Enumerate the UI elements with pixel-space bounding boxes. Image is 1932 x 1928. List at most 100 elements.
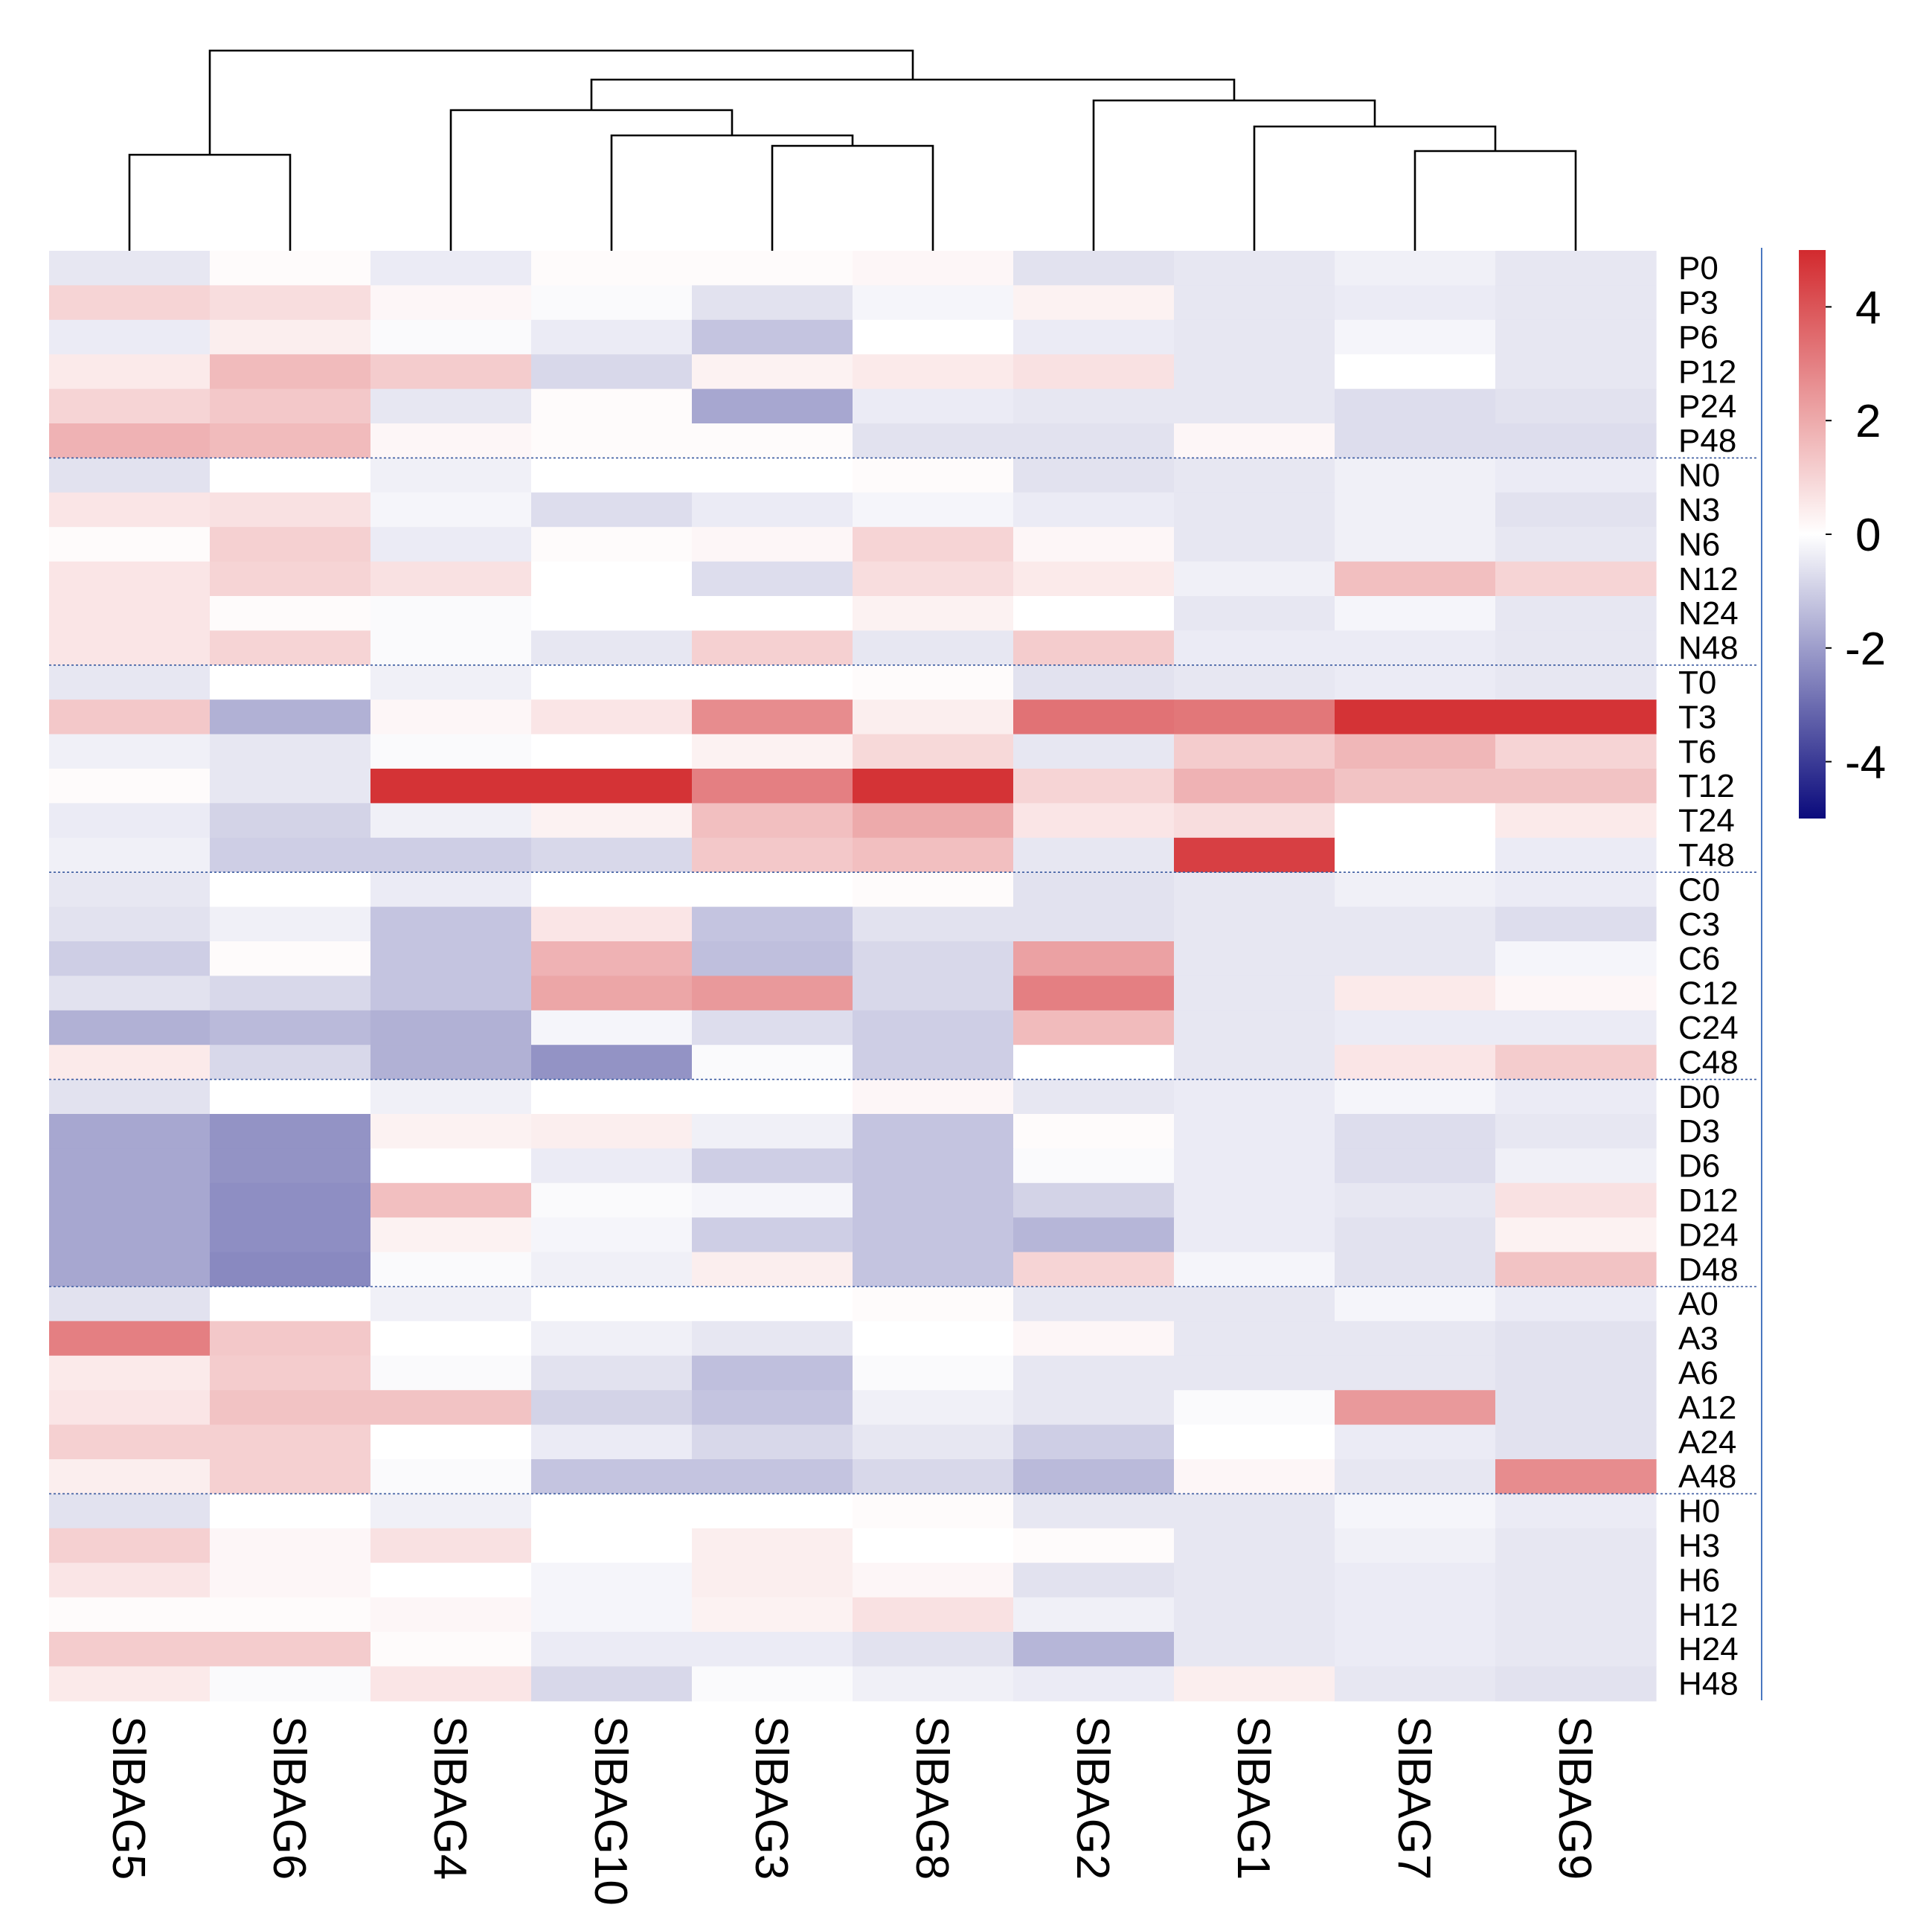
heatmap-cell (1013, 1287, 1175, 1322)
heatmap-cell (692, 1597, 853, 1633)
heatmap-cell (210, 699, 371, 735)
heatmap-cell (1013, 630, 1175, 666)
heatmap-cell (1013, 1045, 1175, 1080)
heatmap-cell (210, 1287, 371, 1322)
heatmap-cell (531, 251, 693, 286)
heatmap-cell (1174, 1079, 1335, 1115)
heatmap-cell (370, 872, 532, 908)
column-label: SlBAG8 (906, 1716, 957, 1880)
heatmap-cell (210, 769, 371, 804)
heatmap-cell (370, 1390, 532, 1426)
heatmap-cell (531, 354, 693, 390)
heatmap-cell (370, 1459, 532, 1494)
heatmap-cell (692, 1079, 853, 1115)
row-label: D6 (1678, 1148, 1720, 1185)
heatmap-cell (1174, 1217, 1335, 1253)
heatmap-cell (49, 1010, 211, 1045)
heatmap-cell (49, 285, 211, 321)
heatmap-cell (1174, 803, 1335, 839)
heatmap-cell (853, 664, 1014, 700)
heatmap-cell (210, 561, 371, 597)
heatmap-cell (692, 1252, 853, 1287)
heatmap-cell (1335, 1666, 1496, 1702)
row-label: C24 (1678, 1010, 1739, 1046)
dendrogram-branch (610, 134, 854, 251)
heatmap-cell (692, 285, 853, 321)
heatmap-cell (853, 251, 1014, 286)
heatmap-cell (692, 1632, 853, 1667)
heatmap-cell (531, 1045, 693, 1080)
heatmap-cell (1013, 527, 1175, 563)
heatmap-cell (1495, 492, 1657, 528)
heatmap-cell (692, 803, 853, 839)
heatmap-cell (1495, 319, 1657, 355)
heatmap-cell (49, 872, 211, 908)
heatmap-cell (531, 1424, 693, 1460)
heatmap-cell (1013, 285, 1175, 321)
heatmap-cell (49, 1114, 211, 1149)
heatmap-cell (1174, 1528, 1335, 1563)
row-label: H12 (1678, 1597, 1739, 1633)
heatmap-cell (49, 1493, 211, 1529)
heatmap-cell (531, 1217, 693, 1253)
heatmap-cell (692, 527, 853, 563)
row-label: P12 (1678, 353, 1736, 390)
row-label: A24 (1678, 1424, 1736, 1461)
heatmap-cell (1013, 1079, 1175, 1115)
heatmap-cell (49, 1321, 211, 1357)
heatmap-cell (853, 1045, 1014, 1080)
heatmap-cell (1174, 285, 1335, 321)
heatmap-cell (210, 941, 371, 976)
heatmap-cell (853, 803, 1014, 839)
heatmap-cell (531, 630, 693, 666)
heatmap-cell (692, 319, 853, 355)
heatmap-cell (1174, 837, 1335, 873)
heatmap-cell (370, 251, 532, 286)
heatmap-cell (1013, 1528, 1175, 1563)
heatmap-cell (1495, 1355, 1657, 1391)
colorbar-tick-label: 2 (1855, 396, 1881, 447)
heatmap-cell (692, 388, 853, 424)
heatmap-cell (370, 1493, 532, 1529)
heatmap-cell (531, 319, 693, 355)
heatmap-cell (531, 1563, 693, 1598)
heatmap-cell (370, 734, 532, 769)
heatmap-cell (370, 1079, 532, 1115)
heatmap-cell (210, 1321, 371, 1357)
heatmap-cell (210, 285, 371, 321)
heatmap-cell (210, 734, 371, 769)
heatmap-cell (692, 1528, 853, 1563)
row-labels: P0P3P6P12P24P48N0N3N6N12N24N48T0T3T6T12T… (1678, 250, 1739, 1702)
heatmap-cell (853, 1114, 1014, 1149)
heatmap-cell (1335, 596, 1496, 631)
heatmap-cell (1335, 1528, 1496, 1563)
heatmap-cell (531, 1528, 693, 1563)
heatmap-cell (1013, 319, 1175, 355)
heatmap-cell (49, 1079, 211, 1115)
heatmap-cell (49, 1666, 211, 1702)
heatmap-cell (210, 1459, 371, 1494)
heatmap-cell (370, 1114, 532, 1149)
heatmap-cell (531, 1390, 693, 1426)
heatmap-cell (1013, 1563, 1175, 1598)
heatmap-cell (1013, 906, 1175, 942)
heatmap-cell (1013, 1493, 1175, 1529)
heatmap-cell (531, 1666, 693, 1702)
heatmap-cell (370, 769, 532, 804)
heatmap-cell (531, 664, 693, 700)
heatmap-cell (1495, 803, 1657, 839)
heatmap-cell (49, 319, 211, 355)
heatmap-cell (49, 664, 211, 700)
row-label: P3 (1678, 285, 1718, 321)
heatmap-cell (853, 1182, 1014, 1218)
row-label: P48 (1678, 423, 1736, 459)
heatmap-cell (692, 458, 853, 493)
heatmap-cell (370, 976, 532, 1011)
heatmap-cell (853, 734, 1014, 769)
heatmap-cell (531, 388, 693, 424)
heatmap-cell (49, 423, 211, 458)
heatmap-cell (1174, 906, 1335, 942)
heatmap-cell (370, 285, 532, 321)
heatmap-cell (1335, 1355, 1496, 1391)
